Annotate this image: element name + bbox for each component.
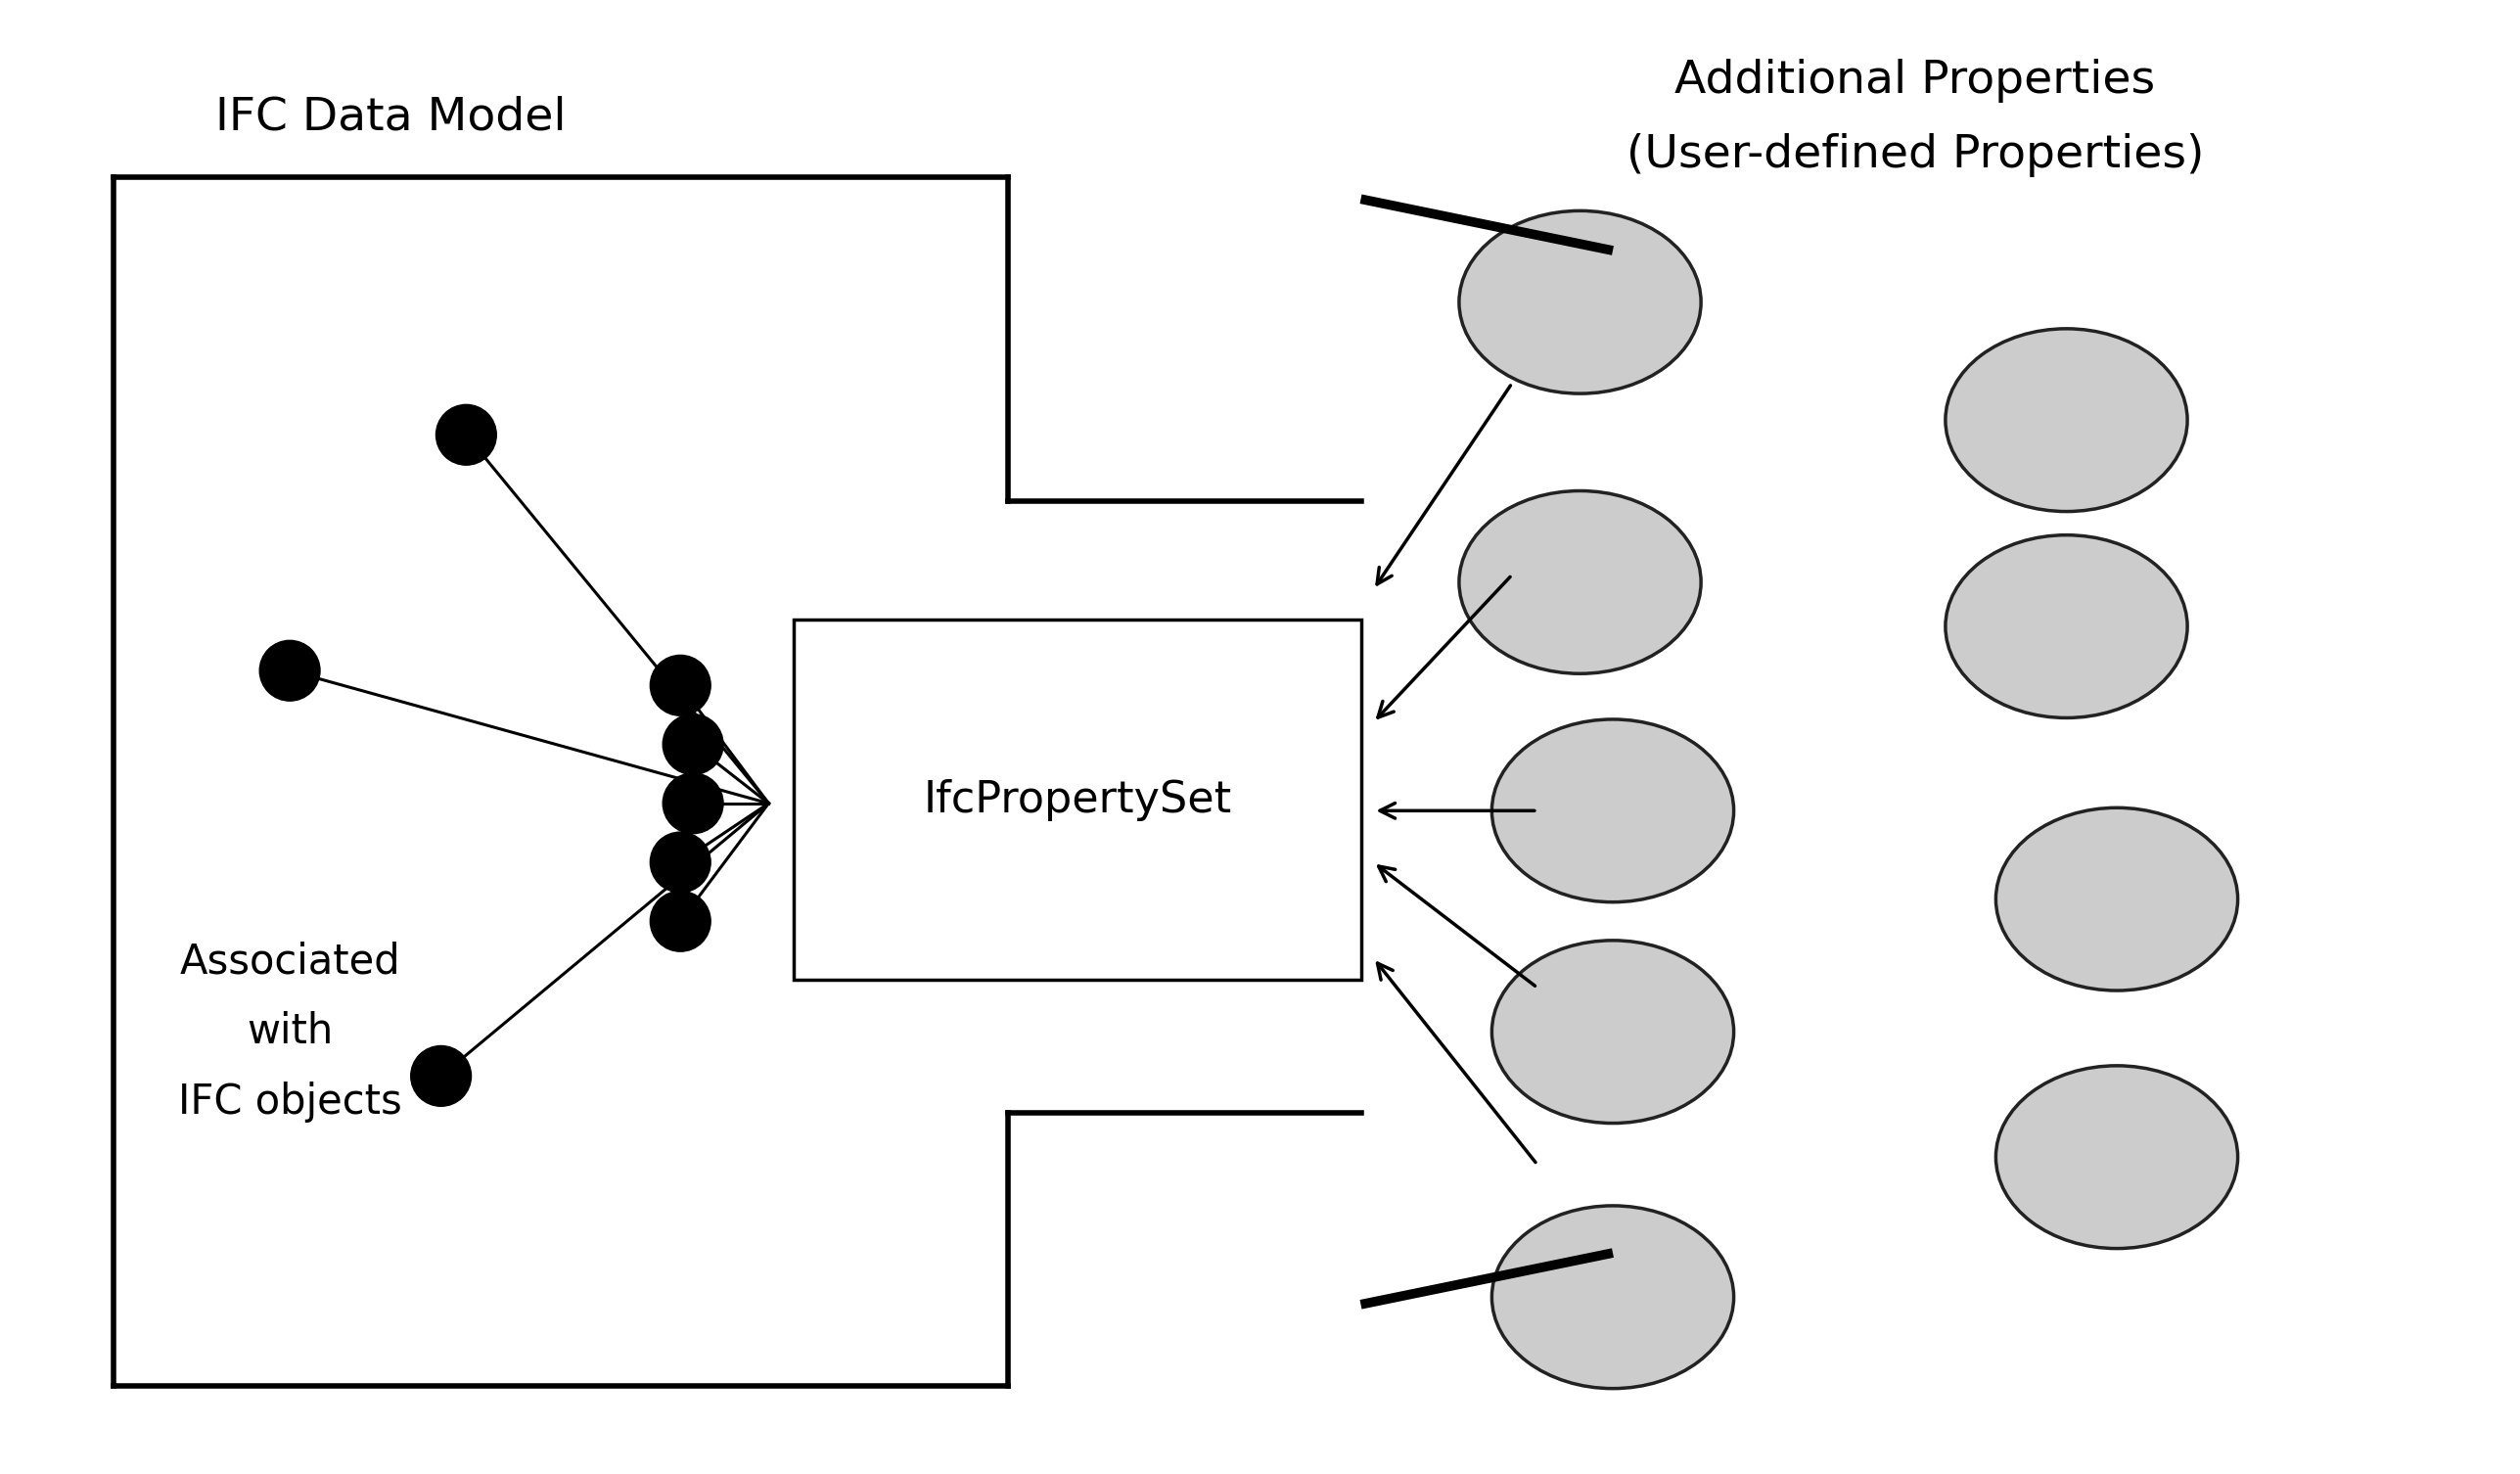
Text: IFC Data Model: IFC Data Model bbox=[214, 96, 567, 140]
Ellipse shape bbox=[1945, 329, 2187, 511]
Text: Associated
with
IFC objects: Associated with IFC objects bbox=[179, 940, 401, 1123]
Ellipse shape bbox=[663, 713, 723, 775]
Text: Additional Properties: Additional Properties bbox=[1676, 59, 2155, 103]
Ellipse shape bbox=[650, 654, 711, 716]
Ellipse shape bbox=[436, 404, 496, 466]
Bar bbox=[794, 619, 1361, 980]
Ellipse shape bbox=[1945, 535, 2187, 718]
Ellipse shape bbox=[1492, 719, 1734, 902]
Ellipse shape bbox=[1459, 491, 1701, 674]
Ellipse shape bbox=[1996, 1066, 2238, 1248]
Ellipse shape bbox=[663, 772, 723, 834]
Ellipse shape bbox=[1459, 211, 1701, 394]
Ellipse shape bbox=[1492, 1206, 1734, 1389]
Ellipse shape bbox=[1492, 940, 1734, 1123]
Ellipse shape bbox=[650, 890, 711, 952]
Ellipse shape bbox=[260, 640, 320, 702]
Ellipse shape bbox=[411, 1045, 471, 1107]
Ellipse shape bbox=[650, 831, 711, 893]
Text: (User-defined Properties): (User-defined Properties) bbox=[1625, 133, 2205, 177]
Ellipse shape bbox=[1996, 808, 2238, 991]
Text: IfcPropertySet: IfcPropertySet bbox=[922, 780, 1232, 821]
